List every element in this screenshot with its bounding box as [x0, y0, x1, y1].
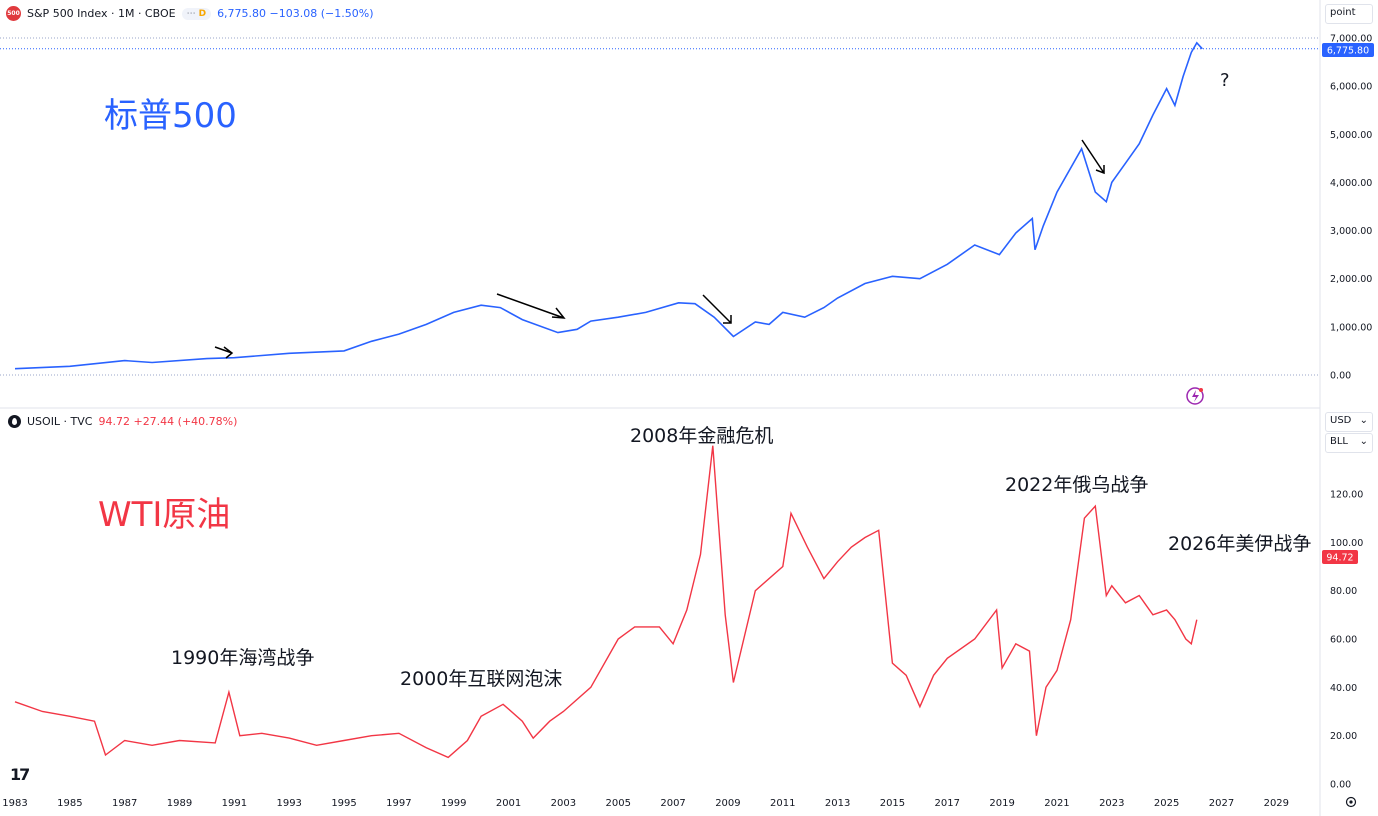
- annotation-2022: 2022年俄乌战争: [1005, 474, 1149, 496]
- sp500-header: 500 S&P 500 Index · 1M · CBOE ⋯ D 6,775.…: [6, 6, 374, 21]
- oil-header: USOIL · TVC 94.72 +27.44 (+40.78%): [8, 415, 237, 428]
- oil-series-line: [14, 445, 1198, 759]
- unit-button-point[interactable]: point: [1325, 4, 1373, 24]
- sp500-y-tick-label: 7,000.00: [1330, 34, 1372, 45]
- annotation-1990: 1990年海湾战争: [171, 647, 315, 669]
- sp500-price-tag-text: 6,775.80: [1327, 46, 1369, 57]
- x-tick-label: 2029: [1264, 798, 1289, 809]
- question-mark: ?: [1220, 70, 1230, 91]
- sp500-quote: 6,775.80 −103.08 (−1.50%): [217, 7, 374, 20]
- sp500-symbol-title[interactable]: S&P 500 Index · 1M · CBOE: [27, 7, 176, 20]
- flash-icon[interactable]: [1186, 387, 1204, 405]
- annotation-2000: 2000年互联网泡沫: [400, 668, 563, 690]
- x-tick-label: 2019: [989, 798, 1014, 809]
- arrow-2008: [702, 294, 732, 324]
- x-tick-label: 2005: [606, 798, 631, 809]
- x-tick-label: 2015: [880, 798, 905, 809]
- indicator-pill[interactable]: ⋯ D: [181, 7, 212, 20]
- x-tick-label: 2009: [715, 798, 740, 809]
- annotation-2008: 2008年金融危机: [630, 425, 774, 447]
- sp500-y-tick-label: 1,000.00: [1330, 322, 1372, 333]
- sp500-y-tick-label: 4,000.00: [1330, 178, 1372, 189]
- arrow-1990: [214, 346, 234, 359]
- sp500-y-tick-label: 3,000.00: [1330, 226, 1372, 237]
- oil-overlay-title: WTI原油: [98, 495, 231, 535]
- x-tick-label: 1999: [441, 798, 466, 809]
- x-tick-label: 1983: [2, 798, 27, 809]
- x-tick-label: 2023: [1099, 798, 1124, 809]
- sp500-price-tag: 6,775.80: [1322, 43, 1374, 57]
- oil-price-tag: 94.72: [1322, 550, 1358, 564]
- arrow-2000: [496, 293, 566, 319]
- x-tick-label: 2007: [660, 798, 685, 809]
- unit-usd-label: USD: [1330, 415, 1352, 426]
- unit-bll-label: BLL: [1330, 436, 1349, 447]
- annotation-arrows: [214, 139, 1105, 359]
- x-tick-label: 2021: [1044, 798, 1069, 809]
- x-tick-label: 2003: [551, 798, 576, 809]
- delay-d-badge: D: [198, 8, 207, 19]
- oil-y-tick-label: 60.00: [1330, 635, 1357, 646]
- x-tick-label: 1995: [331, 798, 356, 809]
- x-tick-label: 2017: [935, 798, 960, 809]
- oil-y-tick-label: 80.00: [1330, 586, 1357, 597]
- unit-button-bll[interactable]: BLL ⌄: [1325, 433, 1373, 453]
- x-tick-label: 2013: [825, 798, 850, 809]
- oil-y-tick-label: 40.00: [1330, 683, 1357, 694]
- chevron-down-icon: ⌄: [1359, 436, 1368, 447]
- oil-symbol-title[interactable]: USOIL · TVC: [27, 415, 93, 428]
- oil-drop-icon: [8, 415, 21, 428]
- oil-y-tick-label: 0.00: [1330, 780, 1351, 791]
- x-tick-label: 1989: [167, 798, 192, 809]
- sp500-y-tick-label: 5,000.00: [1330, 130, 1372, 141]
- x-tick-label: 1991: [222, 798, 247, 809]
- x-tick-label: 2027: [1209, 798, 1234, 809]
- x-tick-label: 1987: [112, 798, 137, 809]
- arrow-2022: [1081, 139, 1105, 175]
- sp500-series-line: [14, 41, 1203, 370]
- oil-y-tick-label: 100.00: [1330, 538, 1363, 549]
- unit-button-usd[interactable]: USD ⌄: [1325, 412, 1373, 432]
- x-tick-label: 2001: [496, 798, 521, 809]
- x-tick-label: 1997: [386, 798, 411, 809]
- x-tick-label: 2025: [1154, 798, 1179, 809]
- oil-y-tick-label: 120.00: [1330, 490, 1363, 501]
- sp500-y-tick-label: 0.00: [1330, 371, 1351, 382]
- sp500-overlay-title: 标普500: [104, 96, 237, 136]
- settings-gear-icon[interactable]: [1345, 796, 1357, 808]
- x-tick-label: 1993: [276, 798, 301, 809]
- sp500-logo-icon: 500: [6, 6, 21, 21]
- oil-quote: 94.72 +27.44 (+40.78%): [98, 415, 238, 428]
- tradingview-logo[interactable]: 17: [10, 765, 30, 784]
- oil-price-tag-text: 94.72: [1326, 553, 1353, 564]
- x-tick-label: 2011: [770, 798, 795, 809]
- sp500-y-tick-label: 6,000.00: [1330, 82, 1372, 93]
- x-tick-label: 1985: [57, 798, 82, 809]
- annotation-2026: 2026年美伊战争: [1168, 533, 1312, 555]
- chevron-down-icon: ⌄: [1359, 415, 1368, 426]
- oil-y-tick-label: 20.00: [1330, 731, 1357, 742]
- more-dots-icon: ⋯: [186, 8, 196, 19]
- sp500-y-tick-label: 2,000.00: [1330, 274, 1372, 285]
